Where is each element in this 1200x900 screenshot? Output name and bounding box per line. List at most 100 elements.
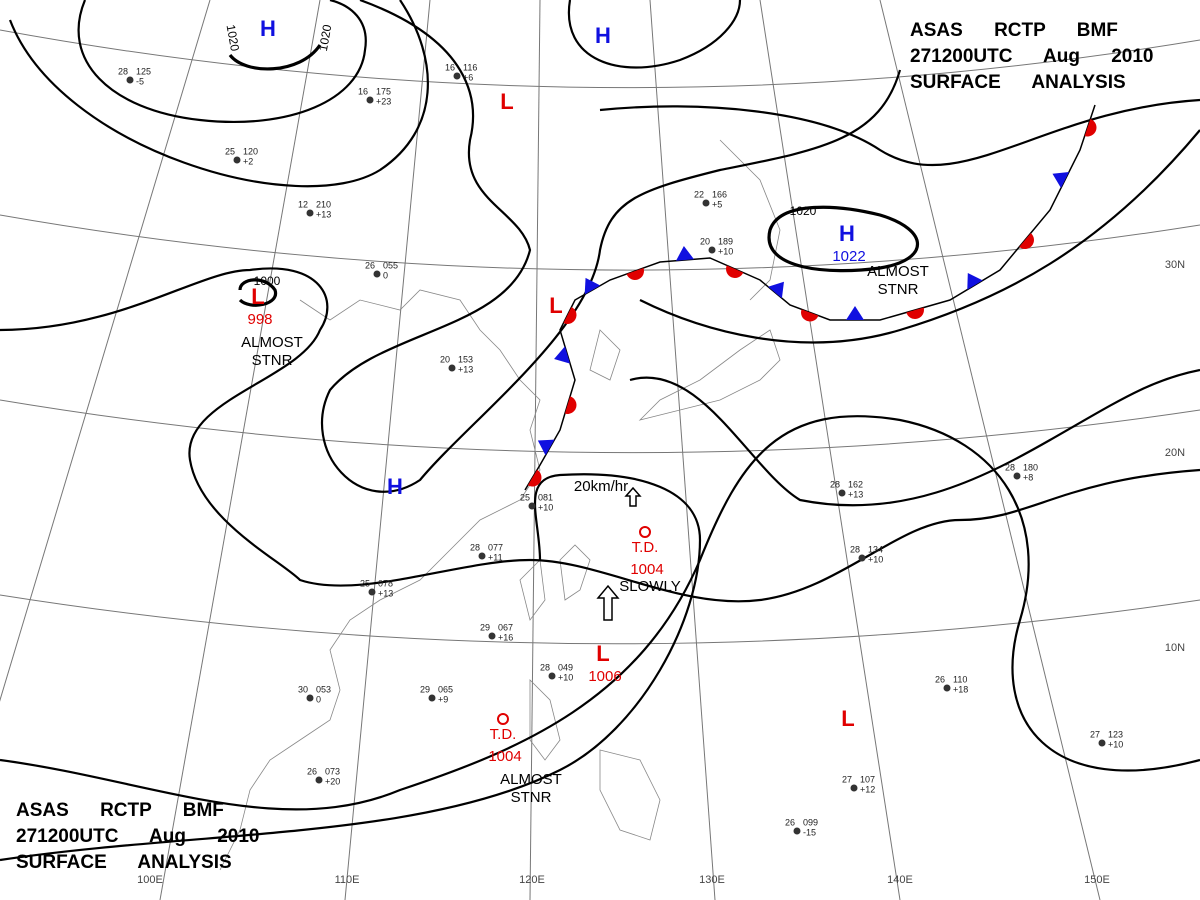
station-circle <box>858 554 866 562</box>
station-temp: 29 <box>420 684 430 694</box>
warm-front-symbol <box>563 306 577 324</box>
station-circle <box>708 246 716 254</box>
station-circle <box>428 694 436 702</box>
station-change: +16 <box>498 632 513 642</box>
station-temp: 28 <box>540 662 550 672</box>
system-label: H <box>387 474 403 499</box>
station-pressure: 210 <box>316 199 331 209</box>
station-pressure: 175 <box>376 86 391 96</box>
latitude-label: 20N <box>1165 447 1185 459</box>
warm-front-symbol <box>626 267 644 280</box>
station-circle <box>478 552 486 560</box>
station-change: +13 <box>848 489 863 499</box>
station-pressure: 180 <box>1023 462 1038 472</box>
station-pressure: 120 <box>243 146 258 156</box>
header-line: SURFACE ANALYSIS <box>16 852 232 873</box>
cold-front-symbol <box>768 281 784 299</box>
system-label: L <box>549 293 562 318</box>
station-circle <box>373 270 381 278</box>
annotation: ALMOST <box>500 771 562 788</box>
station-pressure: 073 <box>325 766 340 776</box>
station-circle <box>1013 472 1021 480</box>
station-change: +11 <box>488 552 503 562</box>
station-change: +10 <box>1108 739 1123 749</box>
annotation: STNR <box>878 281 919 298</box>
station-pressure: 123 <box>1108 729 1123 739</box>
station-circle <box>548 672 556 680</box>
station-pressure: 125 <box>136 66 151 76</box>
station-circle <box>453 72 461 80</box>
station-circle <box>488 632 496 640</box>
station-change: +20 <box>325 776 340 786</box>
station-temp: 12 <box>298 199 308 209</box>
coastlines <box>219 139 781 871</box>
warm-front-symbol <box>801 309 819 322</box>
system-pressure: 1004 <box>630 561 663 578</box>
station-change: +13 <box>316 209 331 219</box>
system-label: L <box>500 89 513 114</box>
warm-front-symbol <box>1019 233 1035 250</box>
cold-front-symbol <box>1052 171 1070 189</box>
system-label: H <box>595 23 611 48</box>
isobar-label: 1020 <box>790 204 817 218</box>
station-circle <box>1098 739 1106 747</box>
station-temp: 28 <box>850 544 860 554</box>
station-temp: 30 <box>298 684 308 694</box>
station-temp: 29 <box>480 622 490 632</box>
warm-front-symbol <box>527 469 542 487</box>
station-change: +10 <box>868 554 883 564</box>
cold-front-symbol <box>584 277 601 295</box>
station-change: +6 <box>463 72 473 82</box>
station-temp: 28 <box>470 542 480 552</box>
cold-front-symbol <box>846 306 864 320</box>
station-temp: 27 <box>1090 729 1100 739</box>
station-temp: 22 <box>694 189 704 199</box>
station-pressure: 065 <box>438 684 453 694</box>
system-pressure: 1004 <box>488 748 521 765</box>
station-circle <box>943 684 951 692</box>
system-pressure: 1006 <box>588 668 621 685</box>
station-change: 0 <box>383 270 388 280</box>
station-circle <box>850 784 858 792</box>
station-pressure: 134 <box>868 544 883 554</box>
station-circle <box>315 776 323 784</box>
station-change: +13 <box>378 588 393 598</box>
station-pressure: 107 <box>860 774 875 784</box>
station-temp: 26 <box>365 260 375 270</box>
annotation: ALMOST <box>867 263 929 280</box>
latitude-label: 30N <box>1165 259 1185 271</box>
longitude-label: 100E <box>137 874 163 886</box>
isobar-label: 1020 <box>224 23 242 52</box>
station-circle <box>793 827 801 835</box>
system-label: L <box>251 284 264 309</box>
warm-front-symbol <box>726 265 744 278</box>
longitude-label: 130E <box>699 874 725 886</box>
station-circle <box>306 694 314 702</box>
station-change: +9 <box>438 694 448 704</box>
system-label: H <box>839 221 855 246</box>
td-symbol <box>497 713 509 725</box>
station-temp: 26 <box>935 674 945 684</box>
annotation: STNR <box>252 352 293 369</box>
station-pressure: 081 <box>538 492 553 502</box>
warm-front-symbol <box>564 396 577 414</box>
header-line: ASAS RCTP BMF <box>16 800 224 821</box>
annotation: ALMOST <box>241 334 303 351</box>
station-pressure: 077 <box>488 542 503 552</box>
longitude-label: 110E <box>335 874 360 886</box>
station-circle <box>702 199 710 207</box>
td-symbol <box>639 526 651 538</box>
station-temp: 25 <box>520 492 530 502</box>
system-label: H <box>260 16 276 41</box>
station-circle <box>233 156 241 164</box>
system-label: L <box>596 641 609 666</box>
station-circle <box>528 502 536 510</box>
station-pressure: 055 <box>383 260 398 270</box>
station-temp: 27 <box>842 774 852 784</box>
station-pressure: 049 <box>558 662 573 672</box>
station-circle <box>366 96 374 104</box>
annotation: SLOWLY <box>619 578 680 595</box>
labels: ASAS RCTP BMF 271200UTC Aug 2010 SURFACE A… <box>16 16 1185 886</box>
